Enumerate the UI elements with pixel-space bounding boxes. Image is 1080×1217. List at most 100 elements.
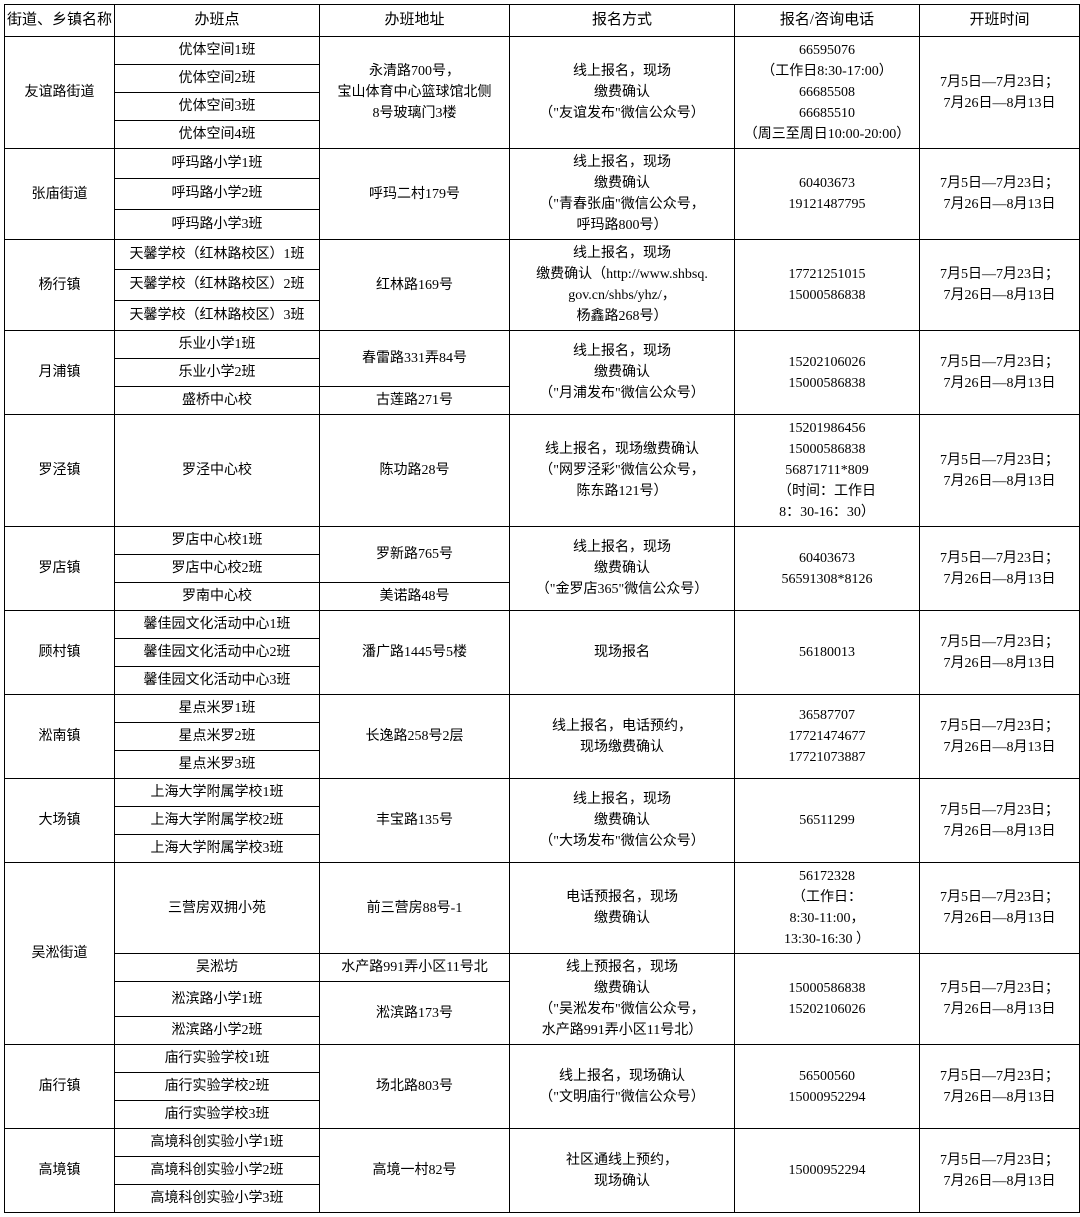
cell: 丰宝路135号 xyxy=(320,779,510,863)
table-row: 淞南镇星点米罗1班长逸路258号2层线上报名，电话预约，现场缴费确认365877… xyxy=(5,695,1080,723)
cell: 古莲路271号 xyxy=(320,387,510,415)
cell: 呼玛路小学1班 xyxy=(115,149,320,179)
table-row: 罗店镇罗店中心校1班罗新路765号线上报名，现场缴费确认（"金罗店365"微信公… xyxy=(5,527,1080,555)
cell: 7月5日—7月23日；7月26日—8月13日 xyxy=(920,149,1080,240)
cell: 淞滨路173号 xyxy=(320,982,510,1045)
cell: 优体空间4班 xyxy=(115,121,320,149)
schedule-table: 街道、乡镇名称办班点办班地址报名方式报名/咨询电话开班时间 友谊路街道优体空间1… xyxy=(4,4,1080,1213)
cell: 罗泾中心校 xyxy=(115,415,320,527)
cell: 罗店中心校1班 xyxy=(115,527,320,555)
cell: 1500058683815202106026 xyxy=(735,954,920,1045)
cell: 6040367356591308*8126 xyxy=(735,527,920,611)
cell: 1772125101515000586838 xyxy=(735,240,920,331)
cell: 馨佳园文化活动中心3班 xyxy=(115,667,320,695)
cell: 线上报名，现场缴费确认（"月浦发布"微信公众号） xyxy=(510,331,735,415)
col-header-5: 开班时间 xyxy=(920,5,1080,37)
cell: 高境科创实验小学2班 xyxy=(115,1157,320,1185)
cell: 淞南镇 xyxy=(5,695,115,779)
cell: 152019864561500058683856871711*809（时间：工作… xyxy=(735,415,920,527)
cell: 7月5日—7月23日；7月26日—8月13日 xyxy=(920,37,1080,149)
table-body: 友谊路街道优体空间1班永清路700号，宝山体育中心篮球馆北侧8号玻璃门3楼线上报… xyxy=(5,37,1080,1213)
cell: 天馨学校（红林路校区）1班 xyxy=(115,240,320,270)
cell: 红林路169号 xyxy=(320,240,510,331)
table-row: 杨行镇天馨学校（红林路校区）1班红林路169号线上报名，现场缴费确认（http:… xyxy=(5,240,1080,270)
cell: 淞滨路小学2班 xyxy=(115,1017,320,1045)
cell: 庙行实验学校1班 xyxy=(115,1045,320,1073)
cell: 天馨学校（红林路校区）2班 xyxy=(115,270,320,300)
cell: 高境科创实验小学3班 xyxy=(115,1185,320,1213)
cell: 上海大学附属学校2班 xyxy=(115,807,320,835)
cell: 7月5日—7月23日；7月26日—8月13日 xyxy=(920,779,1080,863)
cell: 7月5日—7月23日；7月26日—8月13日 xyxy=(920,1045,1080,1129)
cell: 顾村镇 xyxy=(5,611,115,695)
cell: 高境一村82号 xyxy=(320,1129,510,1213)
header-row: 街道、乡镇名称办班点办班地址报名方式报名/咨询电话开班时间 xyxy=(5,5,1080,37)
cell: 15000952294 xyxy=(735,1129,920,1213)
cell: 66595076（工作日8:30-17:00）6668550866685510（… xyxy=(735,37,920,149)
table-row: 友谊路街道优体空间1班永清路700号，宝山体育中心篮球馆北侧8号玻璃门3楼线上报… xyxy=(5,37,1080,65)
cell: 365877071772147467717721073887 xyxy=(735,695,920,779)
cell: 春雷路331弄84号 xyxy=(320,331,510,387)
cell: 永清路700号，宝山体育中心篮球馆北侧8号玻璃门3楼 xyxy=(320,37,510,149)
cell: 7月5日—7月23日；7月26日—8月13日 xyxy=(920,240,1080,331)
cell: 7月5日—7月23日；7月26日—8月13日 xyxy=(920,611,1080,695)
table-row: 吴淞街道三营房双拥小苑前三营房88号-1电话预报名，现场缴费确认56172328… xyxy=(5,863,1080,954)
cell: 线上报名，现场确认（"文明庙行"微信公众号） xyxy=(510,1045,735,1129)
cell: 吴淞坊 xyxy=(115,954,320,982)
cell: 乐业小学2班 xyxy=(115,359,320,387)
table-row: 庙行镇庙行实验学校1班场北路803号线上报名，现场确认（"文明庙行"微信公众号）… xyxy=(5,1045,1080,1073)
cell: 星点米罗3班 xyxy=(115,751,320,779)
cell: 线上预报名，现场缴费确认（"吴淞发布"微信公众号，水产路991弄小区11号北） xyxy=(510,954,735,1045)
cell: 线上报名，现场缴费确认（"大场发布"微信公众号） xyxy=(510,779,735,863)
cell: 星点米罗1班 xyxy=(115,695,320,723)
cell: 线上报名，电话预约，现场缴费确认 xyxy=(510,695,735,779)
cell: 线上报名，现场缴费确认（"友谊发布"微信公众号） xyxy=(510,37,735,149)
cell: 天馨学校（红林路校区）3班 xyxy=(115,300,320,330)
cell: 56511299 xyxy=(735,779,920,863)
cell: 高境镇 xyxy=(5,1129,115,1213)
cell: 7月5日—7月23日；7月26日—8月13日 xyxy=(920,695,1080,779)
col-header-4: 报名/咨询电话 xyxy=(735,5,920,37)
cell: 罗泾镇 xyxy=(5,415,115,527)
cell: 现场报名 xyxy=(510,611,735,695)
cell: 张庙街道 xyxy=(5,149,115,240)
cell: 线上报名，现场缴费确认（"青春张庙"微信公众号，呼玛路800号） xyxy=(510,149,735,240)
cell: 友谊路街道 xyxy=(5,37,115,149)
table-row: 月浦镇乐业小学1班春雷路331弄84号线上报名，现场缴费确认（"月浦发布"微信公… xyxy=(5,331,1080,359)
cell: 7月5日—7月23日；7月26日—8月13日 xyxy=(920,863,1080,954)
cell: 盛桥中心校 xyxy=(115,387,320,415)
cell: 56172328（工作日：8:30-11:00，13:30-16:30 ） xyxy=(735,863,920,954)
cell: 高境科创实验小学1班 xyxy=(115,1129,320,1157)
cell: 7月5日—7月23日；7月26日—8月13日 xyxy=(920,415,1080,527)
cell: 56180013 xyxy=(735,611,920,695)
cell: 庙行实验学校2班 xyxy=(115,1073,320,1101)
cell: 社区通线上预约，现场确认 xyxy=(510,1129,735,1213)
cell: 罗南中心校 xyxy=(115,583,320,611)
cell: 优体空间2班 xyxy=(115,65,320,93)
cell: 1520210602615000586838 xyxy=(735,331,920,415)
cell: 呼玛二村179号 xyxy=(320,149,510,240)
cell: 7月5日—7月23日；7月26日—8月13日 xyxy=(920,1129,1080,1213)
cell: 馨佳园文化活动中心2班 xyxy=(115,639,320,667)
cell: 庙行实验学校3班 xyxy=(115,1101,320,1129)
cell: 杨行镇 xyxy=(5,240,115,331)
cell: 5650056015000952294 xyxy=(735,1045,920,1129)
cell: 呼玛路小学3班 xyxy=(115,209,320,239)
col-header-0: 街道、乡镇名称 xyxy=(5,5,115,37)
cell: 前三营房88号-1 xyxy=(320,863,510,954)
cell: 7月5日—7月23日；7月26日—8月13日 xyxy=(920,527,1080,611)
cell: 优体空间1班 xyxy=(115,37,320,65)
table-row: 罗泾镇罗泾中心校陈功路28号线上报名，现场缴费确认（"网罗泾彩"微信公众号，陈东… xyxy=(5,415,1080,527)
cell: 淞滨路小学1班 xyxy=(115,982,320,1017)
cell: 星点米罗2班 xyxy=(115,723,320,751)
table-row: 大场镇上海大学附属学校1班丰宝路135号线上报名，现场缴费确认（"大场发布"微信… xyxy=(5,779,1080,807)
cell: 上海大学附属学校3班 xyxy=(115,835,320,863)
cell: 乐业小学1班 xyxy=(115,331,320,359)
cell: 罗店镇 xyxy=(5,527,115,611)
cell: 线上报名，现场缴费确认（http://www.shbsq.gov.cn/shbs… xyxy=(510,240,735,331)
cell: 水产路991弄小区11号北 xyxy=(320,954,510,982)
cell: 电话预报名，现场缴费确认 xyxy=(510,863,735,954)
cell: 上海大学附属学校1班 xyxy=(115,779,320,807)
cell: 美诺路48号 xyxy=(320,583,510,611)
cell: 6040367319121487795 xyxy=(735,149,920,240)
